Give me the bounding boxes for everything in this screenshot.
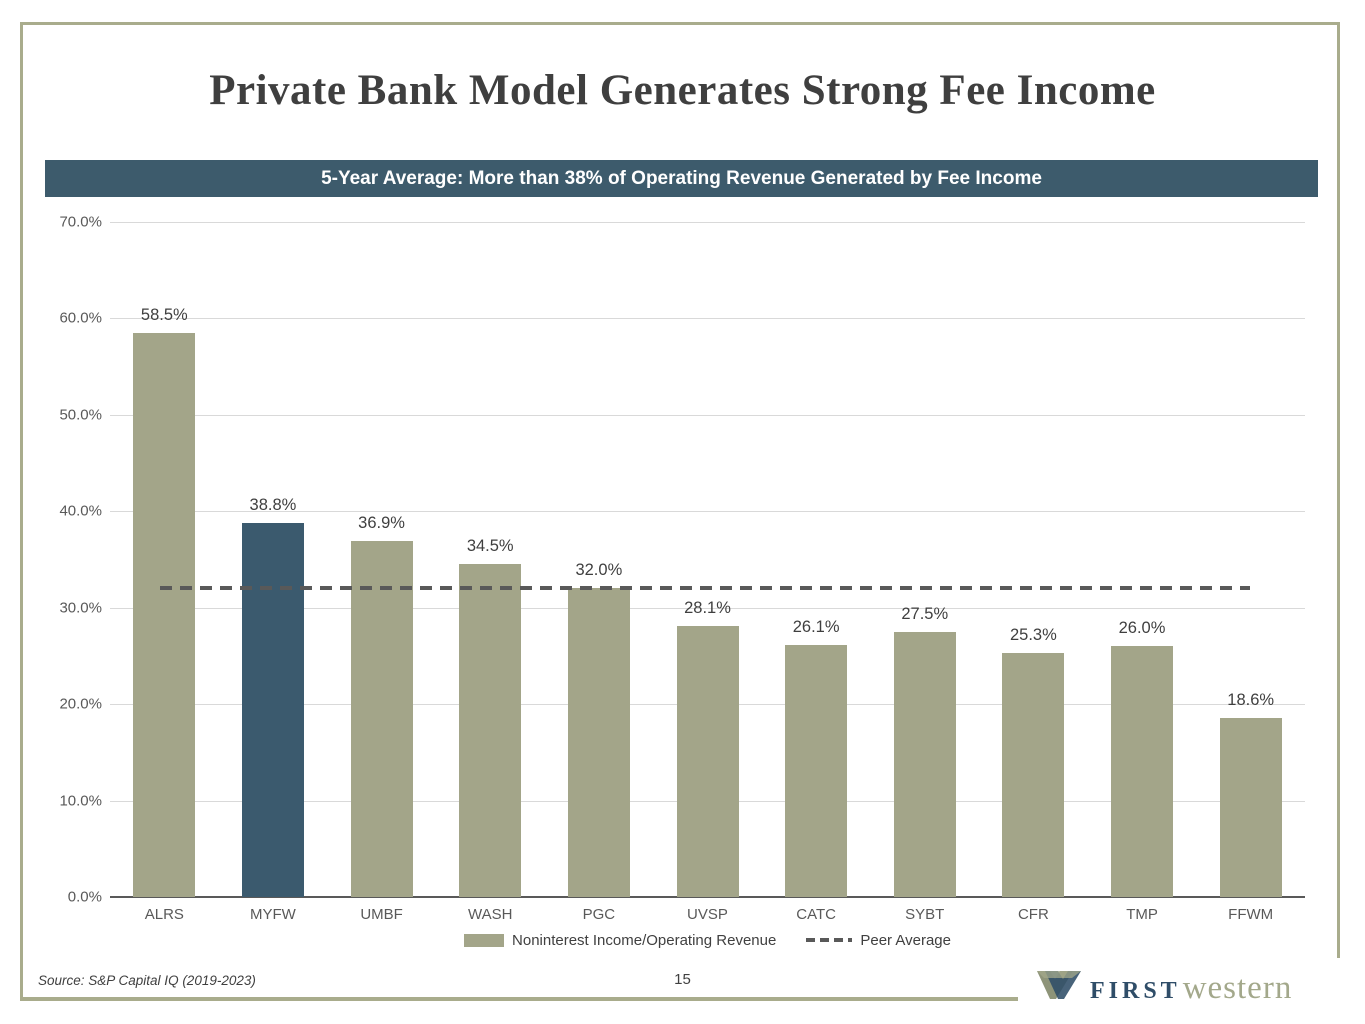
legend-dashed-line-icon [806,938,853,942]
x-axis-category-label: ALRS [144,906,184,923]
y-axis-tick-label: 70.0% [59,213,102,231]
first-western-logo: FIRST western [1036,956,1292,1007]
bar-ffwm[interactable] [1219,717,1282,897]
gridline [110,222,1305,223]
y-axis-tick-label: 60.0% [59,309,102,327]
legend-label: Peer Average [860,931,951,949]
bar-value-label: 38.8% [249,495,297,514]
x-axis-category-label: WASH [467,906,513,923]
legend-item-peer-average: Peer Average [806,932,951,949]
bar-value-label: 34.5% [466,537,514,556]
x-axis-category-label: SYBT [905,906,945,923]
x-axis-category-label: UVSP [687,906,728,923]
slide-border-left [20,22,23,1000]
x-axis-category-label: CATC [796,906,836,923]
logo-text-first: FIRST [1090,978,1181,1004]
w-monogram-icon [1037,971,1081,999]
bar-wash[interactable] [459,564,522,897]
y-axis-tick-label: 30.0% [59,599,102,617]
bar-value-label: 26.1% [792,618,840,637]
bar-value-label: 18.6% [1227,690,1275,709]
x-axis-category-label: UMBF [360,906,403,923]
slide-title: Private Bank Model Generates Strong Fee … [209,67,1156,114]
gridline [110,414,1305,416]
bar-value-label: 25.3% [1010,626,1057,645]
bar-value-label: 27.5% [901,604,949,623]
bar-uvsp[interactable] [676,626,739,897]
bar-value-label: 58.5% [140,305,188,324]
y-axis-tick-label: 20.0% [59,695,102,713]
x-axis-category-label: FFWM [1228,906,1274,923]
page-number: 15 [674,971,691,988]
bar-value-label: 26.0% [1118,619,1166,638]
y-axis-tick-label: 0.0% [67,888,102,906]
bar-value-label: 28.1% [684,599,731,618]
chart-legend: Noninterest Income/Operating Revenue Pee… [110,928,1305,952]
slide-border-top [20,22,1340,25]
bar-tmp[interactable] [1111,646,1174,897]
y-axis-tick-label: 10.0% [59,792,102,810]
legend-bar-swatch-icon [464,933,505,947]
source-note: Source: S&P Capital IQ (2019-2023) [38,973,256,988]
x-axis-line [110,896,1305,898]
chart-subtitle-banner: 5-Year Average: More than 38% of Operati… [45,160,1318,197]
slide-border-bottom [20,997,1018,1001]
bar-umbf[interactable] [350,541,413,897]
bar-value-label: 32.0% [575,561,623,580]
bar-myfw[interactable] [241,522,304,897]
gridline [110,607,1305,609]
x-axis-category-label: PGC [582,906,616,923]
bar-sybt[interactable] [893,631,956,897]
y-axis-tick-label: 50.0% [59,406,102,424]
bar-alrs[interactable] [133,332,196,897]
gridline [110,511,1305,513]
y-axis-tick-label: 40.0% [59,502,102,520]
gridline [110,318,1305,320]
bar-cfr[interactable] [1002,653,1065,897]
peer-average-line [160,586,1250,591]
legend-item-noninterest-income: Noninterest Income/Operating Revenue [464,932,776,949]
x-axis-category-label: TMP [1126,906,1158,923]
bar-catc[interactable] [785,645,848,897]
x-axis-category-label: MYFW [250,906,296,923]
bar-value-label: 36.9% [358,514,405,533]
x-axis-category-label: CFR [1017,906,1049,923]
bar-pgc[interactable] [567,588,630,897]
logo-text-western: western [1182,970,1293,1006]
slide-border-right [1337,22,1340,958]
legend-label: Noninterest Income/Operating Revenue [512,931,777,949]
